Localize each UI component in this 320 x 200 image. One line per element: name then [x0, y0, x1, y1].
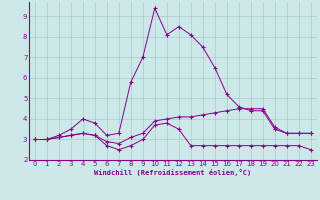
X-axis label: Windchill (Refroidissement éolien,°C): Windchill (Refroidissement éolien,°C) — [94, 169, 252, 176]
